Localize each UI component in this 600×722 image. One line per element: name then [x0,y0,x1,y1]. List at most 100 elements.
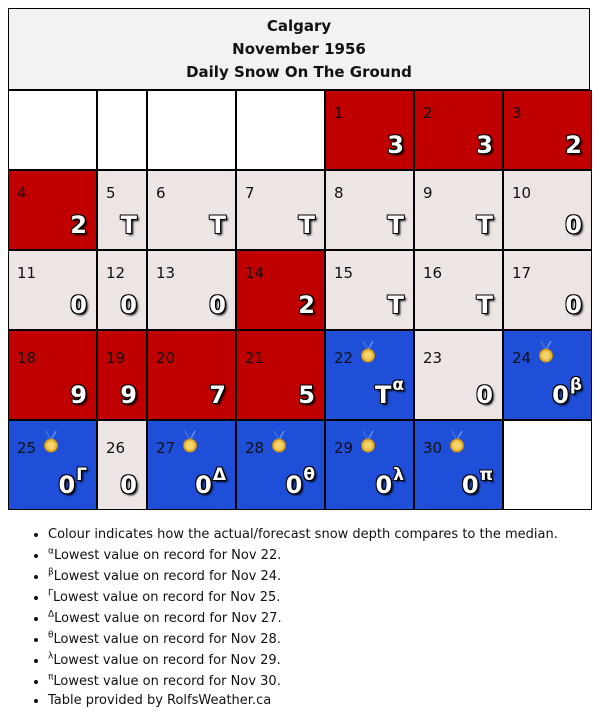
day-cell-17: 17 0 [503,250,592,330]
snow-depth-value: T [476,210,494,239]
record-footnote-mark: α [392,374,405,395]
day-cell-10: 10 0 [503,170,592,250]
day-cell-18: 18 9 [8,330,97,420]
snow-depth-value: 2 [298,290,316,319]
note-text: Lowest value on record for Nov 24. [53,569,282,584]
note-footnote-mark: Δ [48,609,55,620]
note-item: Table provided by RolfsWeather.ca [48,692,558,710]
value-text: 3 [476,130,494,159]
snow-depth-value: T [476,290,494,319]
value-text: 2 [298,290,316,319]
note-text: Lowest value on record for Nov 28. [53,632,281,647]
record-medal-icon [447,431,467,453]
day-number: 13 [156,264,176,282]
note-text: Lowest value on record for Nov 25. [53,590,281,605]
day-number: 21 [245,349,265,367]
note-footnote-mark: α [48,546,54,557]
value-text: 0 [552,380,570,409]
snow-depth-value: 0 [120,290,138,319]
note-item: ΔLowest value on record for Nov 27. [48,608,558,629]
value-text: 0 [120,290,138,319]
note-item: ΓLowest value on record for Nov 25. [48,587,558,608]
note-text: Table provided by RolfsWeather.ca [48,693,272,708]
record-medal-icon [358,431,378,453]
empty-cell [236,90,325,170]
day-number: 14 [245,264,265,282]
day-number: 15 [334,264,354,282]
note-item: πLowest value on record for Nov 30. [48,671,558,692]
day-number: 29 [334,439,354,457]
record-medal-icon [180,431,200,453]
snow-depth-value: 0π [461,464,493,499]
value-text: T [387,290,405,319]
value-text: T [374,380,392,409]
day-number: 19 [106,349,126,367]
snow-depth-value: 0 [70,290,88,319]
note-footnote-mark: θ [48,630,54,641]
note-footnote-mark: π [48,672,54,683]
value-text: T [476,290,494,319]
day-cell-11: 11 0 [8,250,97,330]
day-number: 18 [17,349,37,367]
value-text: 0 [476,380,494,409]
snow-depth-value: Tα [374,374,404,409]
note-footnote-mark: λ [48,651,54,662]
note-item: αLowest value on record for Nov 22. [48,545,558,566]
snow-depth-value: T [387,210,405,239]
value-text: 9 [70,380,88,409]
value-text: 5 [298,380,316,409]
snow-depth-value: 7 [209,380,227,409]
day-number: 20 [156,349,176,367]
calendar-grid: 1 3 2 3 3 2 4 2 5 T 6 T 7 T 8 T 9 T 10 0 11 0 12 0 13 0 14 2 15 T 16 T 1… [8,90,592,510]
snow-depth-value: T [120,210,138,239]
day-cell-22: 22 Tα [325,330,414,420]
snow-depth-value: 0Γ [58,464,88,499]
day-number: 25 [17,439,37,457]
snow-depth-value: 5 [298,380,316,409]
day-number: 6 [156,184,166,202]
note-item: θLowest value on record for Nov 28. [48,629,558,650]
day-number: 4 [17,184,27,202]
value-text: 0 [195,470,213,499]
day-cell-19: 19 9 [97,330,147,420]
day-number: 23 [423,349,443,367]
value-text: 0 [70,290,88,319]
record-footnote-mark: π [479,464,494,485]
day-number: 1 [334,104,344,122]
value-text: 0 [58,470,76,499]
value-text: 0 [209,290,227,319]
day-number: 10 [512,184,532,202]
value-text: T [476,210,494,239]
snow-depth-value: T [209,210,227,239]
snow-depth-value: 2 [70,210,88,239]
snow-depth-value: 0λ [375,464,405,499]
value-text: T [298,210,316,239]
value-text: 0 [565,290,583,319]
snow-depth-value: 0Δ [195,464,227,499]
day-number: 2 [423,104,433,122]
day-cell-21: 21 5 [236,330,325,420]
snow-depth-value: 0 [565,210,583,239]
day-number: 3 [512,104,522,122]
note-text: Lowest value on record for Nov 30. [53,674,281,689]
day-number: 7 [245,184,255,202]
table-title: Calgary November 1956 Daily Snow On The … [8,8,590,90]
record-footnote-mark: β [569,374,582,395]
record-footnote-mark: λ [393,464,405,485]
day-cell-26: 26 0 [97,420,147,510]
snow-depth-value: 0θ [285,464,316,499]
day-cell-25: 25 0Γ [8,420,97,510]
note-item: βLowest value on record for Nov 24. [48,566,558,587]
day-number: 30 [423,439,443,457]
empty-cell [97,90,147,170]
snow-depth-value: 0β [552,374,583,409]
day-cell-12: 12 0 [97,250,147,330]
note-footnote-mark: Γ [48,588,54,599]
empty-cell [503,420,592,510]
